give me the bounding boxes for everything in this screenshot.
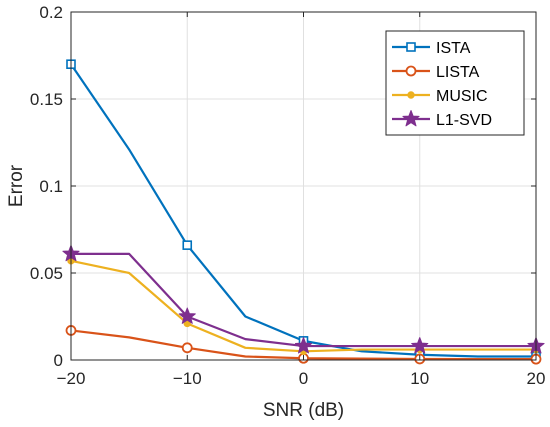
x-tick-label: 0 bbox=[299, 369, 308, 388]
y-tick-label: 0.15 bbox=[30, 90, 63, 109]
legend-marker-ista bbox=[406, 42, 416, 52]
data-point-ista bbox=[182, 240, 193, 250]
legend-label-ista: ISTA bbox=[436, 40, 471, 57]
y-tick-label: 0.05 bbox=[30, 264, 63, 283]
x-tick-label: −10 bbox=[173, 369, 202, 388]
y-tick-label: 0.2 bbox=[39, 3, 63, 22]
legend-marker-music bbox=[407, 91, 415, 99]
y-tick-label: 0.1 bbox=[39, 177, 63, 196]
legend: ISTA LISTA MUSIC L1-SVD bbox=[385, 30, 525, 136]
x-tick-label: 20 bbox=[527, 369, 546, 388]
legend-marker-l1-svd bbox=[402, 110, 420, 127]
legend-label-l1-svd: L1-SVD bbox=[436, 112, 492, 129]
data-point-l1-svd bbox=[294, 337, 313, 354]
data-point-l1-svd bbox=[411, 337, 429, 354]
x-tick-label: −20 bbox=[57, 369, 86, 388]
legend-label-music: MUSIC bbox=[436, 88, 488, 105]
legend-item-ista: ISTA bbox=[392, 40, 471, 57]
y-axis-label: Error bbox=[6, 164, 27, 207]
y-tick-label: 0 bbox=[54, 351, 63, 370]
legend-marker-lista bbox=[405, 65, 417, 77]
x-axis-label: SNR (dB) bbox=[263, 400, 344, 421]
axis-ticks: −20 −10 0 10 20 0 0.05 0.1 0.15 0.2 bbox=[30, 3, 546, 388]
data-point-l1-svd bbox=[178, 307, 196, 324]
data-point-lista bbox=[181, 342, 193, 354]
legend-item-music: MUSIC bbox=[392, 88, 488, 105]
legend-item-lista: LISTA bbox=[392, 64, 480, 81]
legend-label-lista: LISTA bbox=[436, 64, 480, 81]
x-tick-label: 10 bbox=[410, 369, 429, 388]
legend-item-l1-svd: L1-SVD bbox=[392, 110, 492, 129]
